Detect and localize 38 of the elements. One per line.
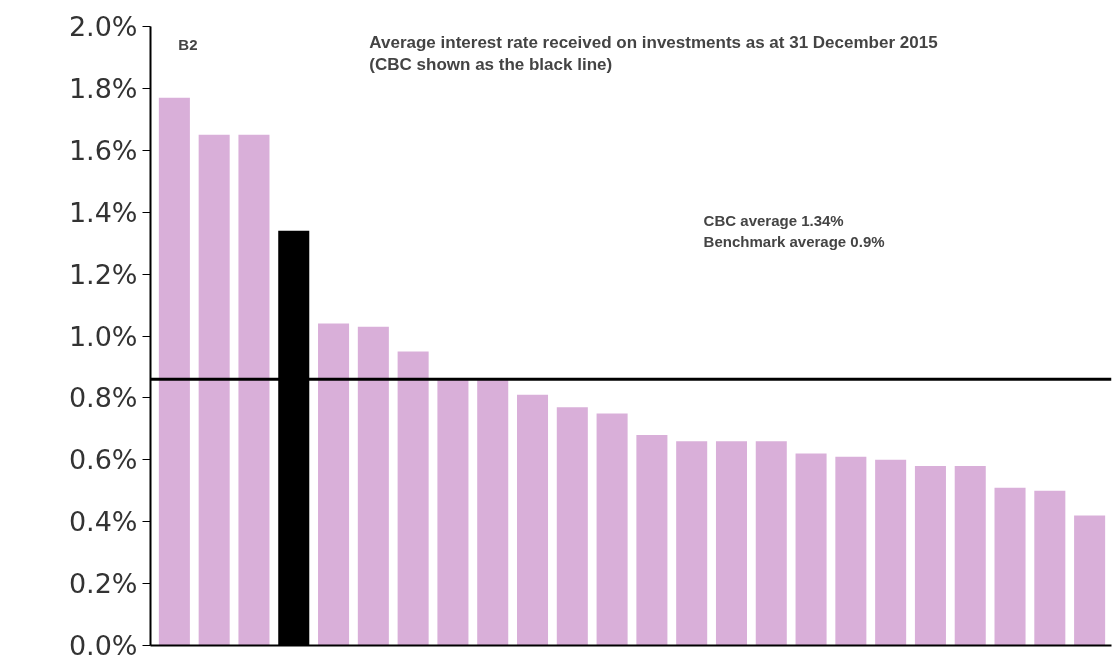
annotation: Benchmark average 0.9% — [703, 232, 885, 250]
y-tick-label: 1.0% — [68, 320, 138, 352]
annotation: B2 — [178, 35, 198, 53]
bar — [198, 134, 230, 646]
bar — [238, 134, 270, 646]
bar — [1034, 490, 1066, 646]
bar — [875, 459, 907, 646]
bar — [715, 441, 747, 646]
y-tick-label: 0.6% — [68, 444, 138, 476]
y-tick-label: 0.4% — [68, 506, 138, 538]
bar — [516, 394, 549, 646]
y-tick-label: 0.0% — [68, 630, 138, 661]
y-tick-label: 0.2% — [68, 568, 138, 600]
y-tick-label: 1.2% — [68, 258, 138, 290]
bar — [835, 456, 867, 646]
text: Average interest rate received on investments as at 31 December 2015 (CBC shown as the black line) — [369, 32, 938, 75]
bar — [158, 97, 190, 646]
bar — [477, 379, 509, 646]
bar — [596, 413, 628, 646]
y-tick-label: 0.8% — [68, 382, 138, 414]
bar — [914, 465, 946, 646]
bar — [437, 379, 469, 646]
annotation: CBC average 1.34% — [703, 212, 844, 230]
bar — [994, 487, 1026, 646]
bar — [397, 351, 429, 646]
bar — [954, 465, 986, 646]
bar — [636, 435, 668, 646]
bar — [795, 453, 827, 646]
bar — [556, 407, 588, 646]
y-tick-label: 1.4% — [68, 196, 138, 228]
bar — [1074, 515, 1106, 646]
bar — [318, 323, 350, 646]
bar — [357, 326, 389, 646]
bar — [755, 441, 787, 646]
bar — [676, 441, 708, 646]
y-tick-label: 1.6% — [68, 134, 138, 166]
y-tick-label: 1.8% — [68, 72, 138, 104]
y-tick-label: 2.0% — [68, 11, 138, 42]
